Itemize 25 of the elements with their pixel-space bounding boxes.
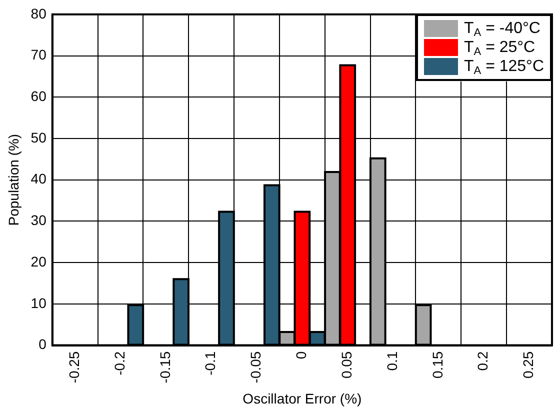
y-tick-label: 10: [30, 294, 47, 311]
legend-label: T$_{A}$ = -40°C: [464, 19, 540, 40]
x-tick-label: -0.25: [66, 351, 82, 384]
x-tick-label: 0: [293, 351, 310, 360]
y-tick-label: 20: [30, 253, 47, 270]
x-tick-label: 0.05: [338, 351, 354, 379]
x-tick-label: -0.1: [202, 351, 218, 376]
legend-label: T$_{A}$ = 125°C: [464, 57, 544, 78]
y-tick-label: 70: [30, 46, 47, 63]
y-tick-label: 30: [30, 212, 47, 228]
x-tick-label: -0.05: [248, 351, 264, 384]
y-tick-label: 0: [38, 336, 47, 352]
y-tick-label: 50: [30, 129, 47, 146]
y-tick-label: 60: [30, 88, 47, 104]
x-tick-label: 0.25: [520, 351, 536, 379]
x-axis-title: Oscillator Error (%): [242, 390, 362, 406]
x-tick-label: 0.1: [384, 351, 400, 371]
x-tick-label: 0.15: [429, 351, 446, 379]
x-tick-label: -0.15: [156, 351, 173, 384]
legend-label: T$_{A}$ = 25°C: [464, 38, 536, 58]
x-tick-label: -0.2: [111, 351, 128, 376]
y-axis-title: Population (%): [5, 134, 22, 226]
y-tick-label: 40: [30, 170, 47, 187]
y-tick-label: 80: [30, 5, 47, 22]
x-tick-label: 0.2: [474, 351, 491, 371]
